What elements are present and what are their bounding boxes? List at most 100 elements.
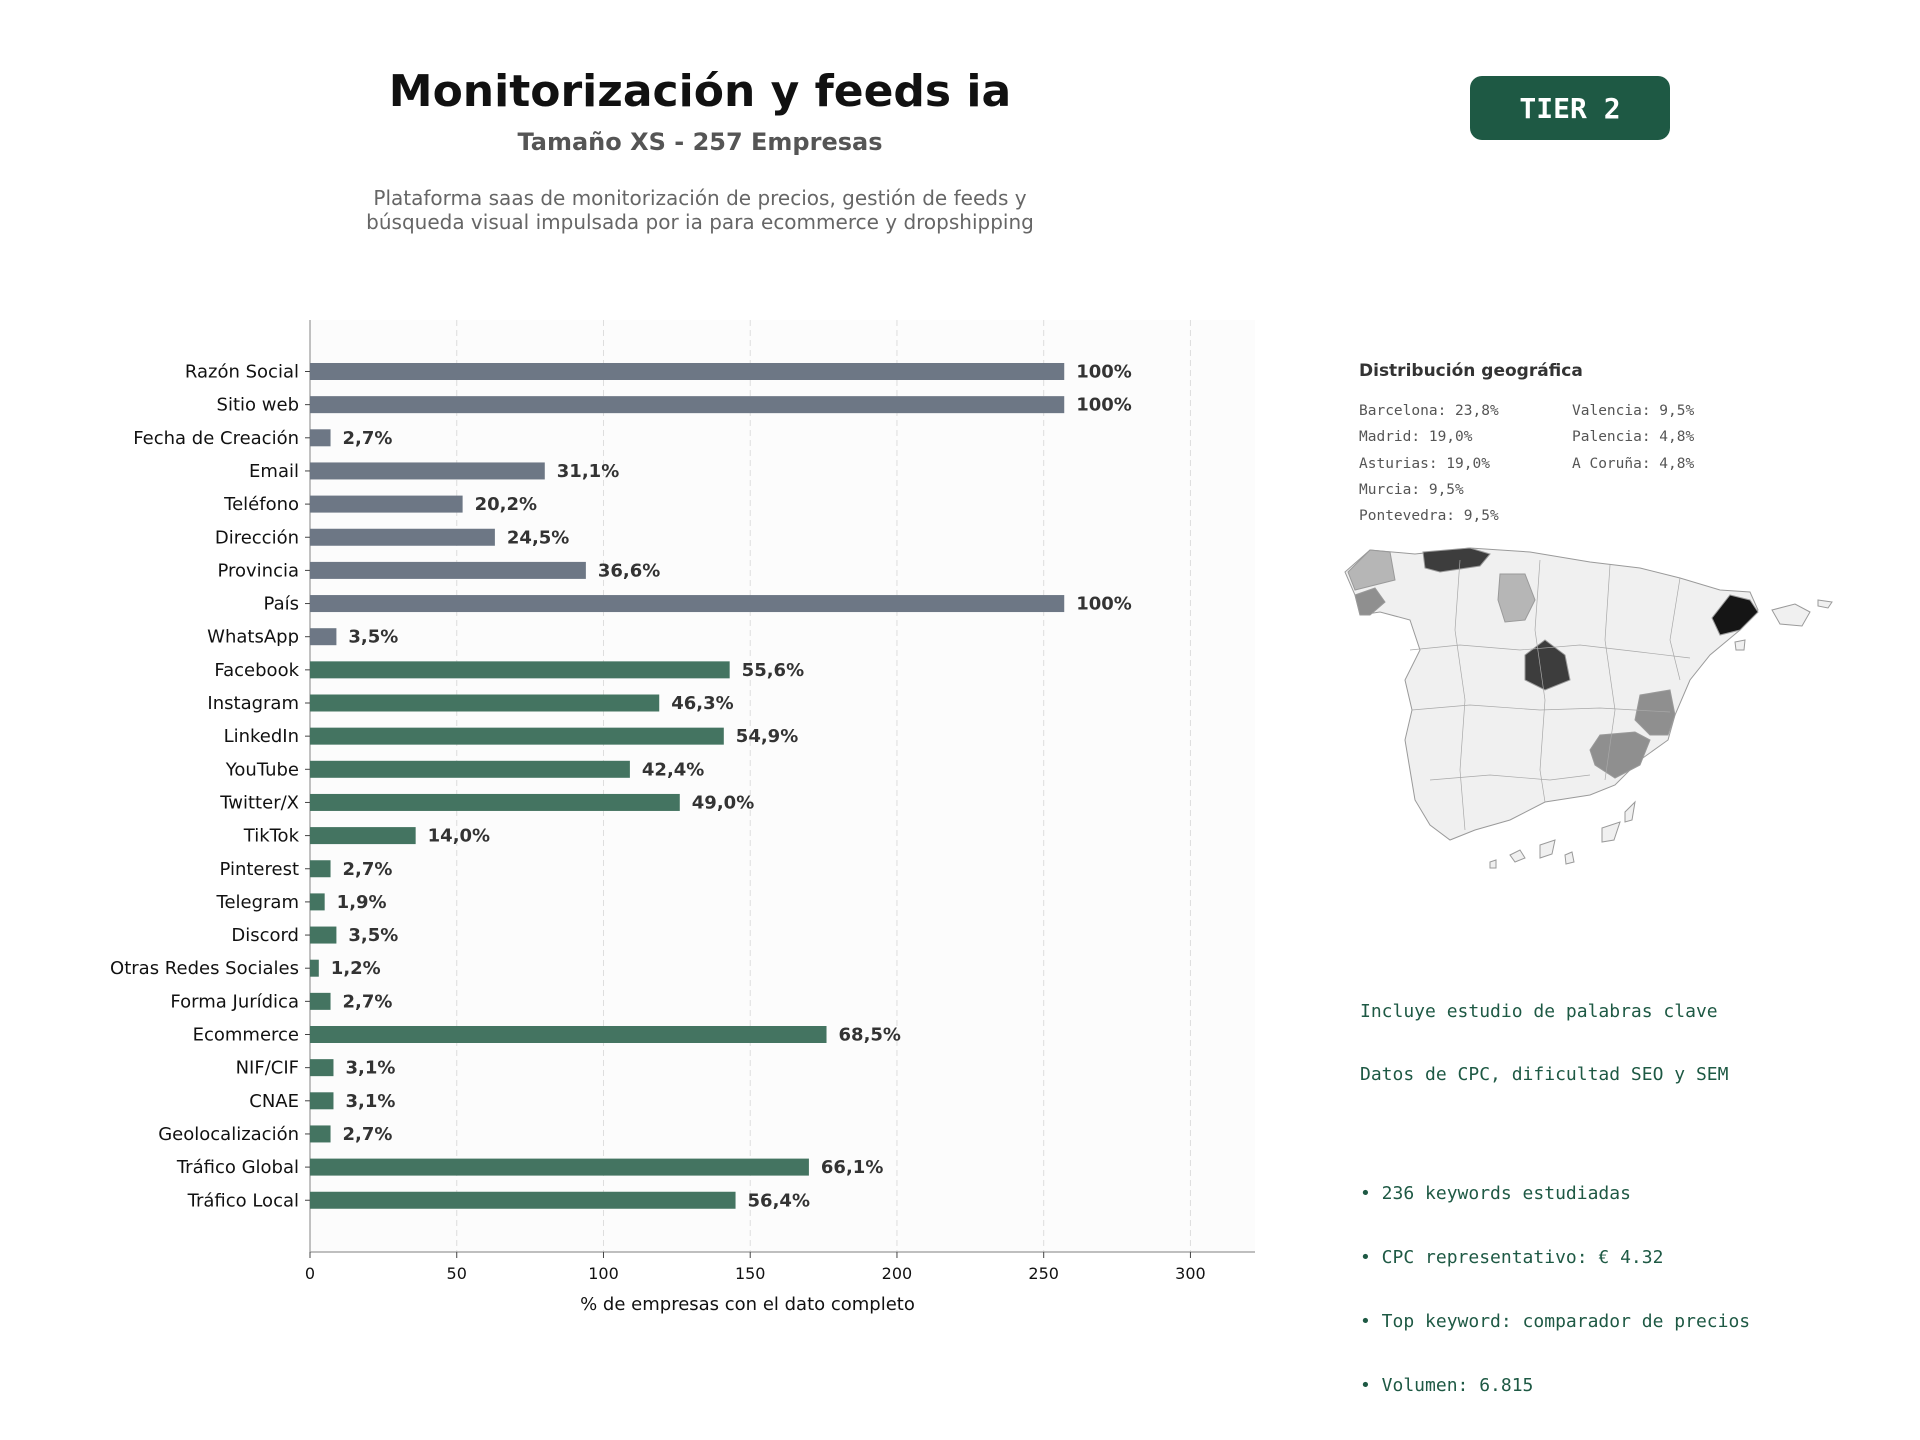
bar	[310, 1026, 827, 1043]
bar	[310, 661, 730, 679]
geo-title: Distribución geográfica	[1359, 361, 1583, 381]
x-axis-label: % de empresas con el dato completo	[580, 1294, 915, 1315]
category-label: Email	[249, 461, 299, 482]
completeness-bar-chart: 0 50 100 150 200 250 300 % de empresas con el d…	[110, 320, 1255, 1315]
province-border	[1409, 644, 1691, 659]
region-asturias	[1422, 547, 1491, 573]
category-label: LinkedIn	[224, 726, 299, 747]
geo-item: Madrid: 19,0%	[1359, 429, 1473, 446]
canarias-4	[1601, 821, 1621, 843]
bar	[310, 727, 724, 745]
category-label: Dirección	[215, 527, 299, 548]
category-label: Twitter/X	[219, 792, 299, 813]
bar	[310, 1158, 809, 1176]
bar	[310, 495, 463, 513]
bar	[310, 363, 1065, 380]
bar	[310, 429, 331, 447]
category-label: Fecha de Creación	[133, 428, 299, 449]
category-label: Sitio web	[217, 395, 299, 416]
region-a-coruna	[1347, 549, 1396, 591]
category-label: Telegram	[216, 892, 299, 913]
description-line-1: Plataforma saas de monitorización de pre…	[373, 186, 1027, 210]
category-label: Forma Jurídica	[170, 991, 299, 1012]
region-pontevedra	[1354, 587, 1386, 616]
region-madrid	[1524, 639, 1571, 691]
geo-item: Pontevedra: 9,5%	[1359, 508, 1499, 525]
bar	[310, 528, 495, 546]
province-border	[1429, 774, 1591, 781]
keywords-line-1: Incluye estudio de palabras clave	[1360, 1000, 1718, 1022]
bar	[310, 561, 586, 579]
baleares-menorca	[1817, 599, 1833, 609]
data-label: 14,0%	[428, 826, 490, 847]
geo-item: Palencia: 4,8%	[1572, 429, 1695, 446]
region-palencia	[1497, 573, 1536, 623]
data-label: 2,7%	[343, 859, 393, 880]
province-border	[1669, 577, 1681, 681]
x-tick-label: 150	[735, 1264, 766, 1283]
bar	[310, 628, 337, 646]
data-label: 3,1%	[345, 1091, 395, 1112]
baleares-ibiza	[1734, 639, 1746, 651]
category-label: País	[264, 594, 299, 615]
category-label: Teléfono	[223, 494, 299, 515]
data-label: 100%	[1076, 594, 1132, 615]
canarias-6	[1489, 859, 1497, 869]
x-tick-label: 300	[1175, 1264, 1206, 1283]
bar	[310, 462, 545, 480]
geo-item: A Coruña: 4,8%	[1572, 455, 1695, 472]
keywords-bullet: • CPC representativo: € 4.32	[1360, 1246, 1664, 1268]
bar	[310, 860, 331, 878]
bar	[310, 1059, 334, 1077]
geo-item: Barcelona: 23,8%	[1359, 403, 1499, 419]
data-label: 2,7%	[343, 991, 393, 1012]
keywords-bullet: • Volumen: 6.815	[1360, 1374, 1534, 1396]
keywords-bullet: • Top keyword: comparador de precios	[1360, 1310, 1751, 1332]
x-tick-label: 250	[1028, 1264, 1059, 1283]
canarias-2	[1539, 839, 1556, 859]
baleares-mallorca	[1771, 603, 1811, 627]
category-label: WhatsApp	[207, 627, 299, 648]
category-label: Pinterest	[219, 859, 299, 880]
x-tick-label: 0	[305, 1264, 315, 1283]
category-label: Provincia	[217, 560, 299, 581]
category-label: YouTube	[225, 759, 299, 780]
bar	[310, 396, 1065, 414]
province-border	[1534, 559, 1546, 803]
bar	[310, 992, 331, 1010]
bar	[310, 959, 319, 977]
plot-area	[310, 320, 1255, 1252]
data-label: 2,7%	[343, 1124, 393, 1145]
category-label: Instagram	[207, 693, 299, 714]
bar	[310, 827, 416, 845]
bar	[310, 893, 325, 911]
category-label: NIF/CIF	[236, 1058, 299, 1079]
data-label: 3,5%	[348, 627, 398, 648]
description-line-2: búsqueda visual impulsada por ia para ec…	[366, 210, 1034, 234]
spain-choropleth-map	[1344, 547, 1833, 869]
data-label: 100%	[1076, 395, 1132, 416]
spain-mainland	[1344, 547, 1759, 841]
canarias-3	[1564, 851, 1575, 865]
bar	[310, 760, 630, 778]
bar	[310, 793, 680, 811]
data-label: 49,0%	[692, 792, 754, 813]
data-label: 68,5%	[839, 1025, 901, 1046]
data-label: 31,1%	[557, 461, 619, 482]
page-title: Monitorización y feeds ia	[388, 66, 1012, 117]
canarias-1	[1509, 849, 1526, 863]
region-valencia	[1634, 689, 1676, 736]
data-label: 1,9%	[337, 892, 387, 913]
keywords-line-2: Datos de CPC, dificultad SEO y SEM	[1360, 1064, 1729, 1086]
geo-item: Murcia: 9,5%	[1359, 481, 1464, 498]
canarias-5	[1624, 800, 1636, 823]
region-barcelona	[1711, 594, 1759, 636]
category-label: Geolocalización	[158, 1124, 299, 1145]
data-label: 42,4%	[642, 759, 704, 780]
data-label: 24,5%	[507, 527, 569, 548]
bar	[310, 694, 660, 712]
data-label: 1,2%	[331, 958, 381, 979]
page-description: Plataforma saas de monitorización de pre…	[0, 186, 1400, 234]
category-label: Discord	[231, 925, 299, 946]
bar	[310, 1092, 334, 1110]
